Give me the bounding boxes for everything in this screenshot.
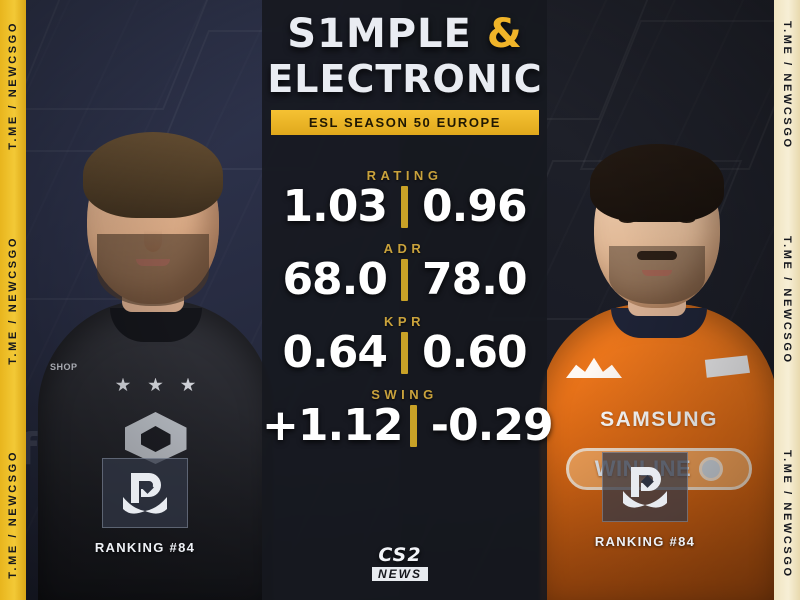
stat-value-left: 1.03	[282, 181, 388, 232]
ranking-label-right: RANKING #84	[594, 534, 696, 549]
kappa-logo-icon	[566, 357, 622, 378]
team-logo-card-left	[102, 458, 188, 528]
stats-list: RATING 1.03 0.96 ADR 68.0 78.0 KPR 0.64 …	[262, 168, 554, 460]
stat-values: 68.0 78.0	[262, 258, 547, 302]
watermark-strip-right-inner: T.ME / NEWCSGO T.ME / NEWCSGO T.ME / NEW…	[781, 21, 793, 579]
jersey-collar	[109, 308, 202, 342]
player-left-jersey: SHOP	[38, 300, 273, 600]
stat-value-left: 0.64	[282, 327, 388, 378]
stat-value-right: 0.96	[422, 181, 528, 232]
stat-row-kpr: KPR 0.64 0.60	[262, 314, 547, 375]
stat-label: SWING	[371, 387, 438, 402]
stat-divider-icon	[410, 405, 417, 447]
player-right-hair	[590, 144, 724, 222]
team-logo-card-right	[602, 452, 688, 522]
ranking-block-left: RANKING #84	[65, 458, 225, 555]
stat-values: 0.64 0.60	[262, 331, 547, 375]
cs2news-logo-bottom: NEWS	[372, 567, 428, 581]
ranking-block-right: RANKING #84	[565, 452, 725, 549]
cs2news-logo: CS2 NEWS	[372, 546, 428, 582]
jersey-stars	[115, 372, 196, 398]
stat-divider-icon	[401, 259, 408, 301]
star-icon	[148, 377, 163, 392]
stat-value-right: -0.29	[430, 400, 554, 451]
ranking-label-left: RANKING #84	[94, 540, 196, 555]
stat-divider-icon	[401, 186, 408, 228]
watermark-strip-left-inner: T.ME / NEWCSGO T.ME / NEWCSGO T.ME / NEW…	[7, 21, 19, 579]
stat-value-left: +1.12	[262, 400, 403, 451]
title-block: S1MPLE & ELECTRONIC ESL SEASON 50 EUROPE	[255, 14, 555, 135]
watermark-text: T.ME / NEWCSGO	[781, 235, 793, 365]
player-left-mouth	[136, 259, 170, 266]
stat-value-right: 78.0	[422, 254, 528, 305]
cs2news-logo-top: CS2	[378, 544, 422, 566]
player-right-moustache	[637, 251, 677, 260]
player-right-mouth	[642, 270, 672, 276]
watermark-text: T.ME / NEWCSGO	[7, 20, 19, 150]
player-left-hair	[83, 132, 223, 218]
watermark-text: T.ME / NEWCSGO	[781, 20, 793, 150]
winline-dot-icon	[699, 457, 724, 481]
stat-value-left: 68.0	[282, 254, 388, 305]
stat-row-rating: RATING 1.03 0.96	[262, 168, 547, 229]
watermark-text: T.ME / NEWCSGO	[7, 450, 19, 580]
stat-row-adr: ADR 68.0 78.0	[262, 241, 547, 302]
star-icon	[115, 377, 131, 392]
player-left-nose	[144, 230, 162, 252]
star-icon	[180, 377, 196, 392]
title-player-names: S1MPLE	[287, 11, 472, 57]
title-line-1: S1MPLE &	[255, 14, 555, 54]
event-banner: ESL SEASON 50 EUROPE	[271, 110, 539, 135]
watermark-strip-right: T.ME / NEWCSGO T.ME / NEWCSGO T.ME / NEW…	[774, 0, 800, 600]
team-badge-icon	[704, 355, 750, 378]
team-logo-icon	[623, 467, 667, 508]
stat-values: 1.03 0.96	[262, 185, 547, 229]
stat-label: KPR	[384, 314, 425, 329]
watermark-text: T.ME / NEWCSGO	[7, 235, 19, 365]
title-line-2: ELECTRONIC	[267, 57, 543, 101]
stat-label: ADR	[383, 241, 426, 256]
stat-label: RATING	[366, 168, 443, 183]
stat-value-right: 0.60	[422, 327, 528, 378]
stat-divider-icon	[401, 332, 408, 374]
stat-values: +1.12 -0.29	[262, 400, 554, 451]
watermark-text: T.ME / NEWCSGO	[781, 450, 793, 580]
event-banner-label: ESL SEASON 50 EUROPE	[308, 115, 502, 130]
team-logo-icon	[123, 473, 167, 514]
stat-row-swing: SWING +1.12 -0.29	[262, 387, 554, 451]
jersey-shoulder-sponsor: SHOP	[50, 362, 78, 372]
watermark-strip-left: T.ME / NEWCSGO T.ME / NEWCSGO T.ME / NEW…	[0, 0, 26, 600]
ampersand-glyph: &	[486, 11, 523, 57]
player-left-beard	[97, 234, 209, 306]
player-left-portrait: SHOP	[28, 40, 278, 600]
jersey-sponsor-samsung: SAMSUNG	[600, 408, 718, 431]
